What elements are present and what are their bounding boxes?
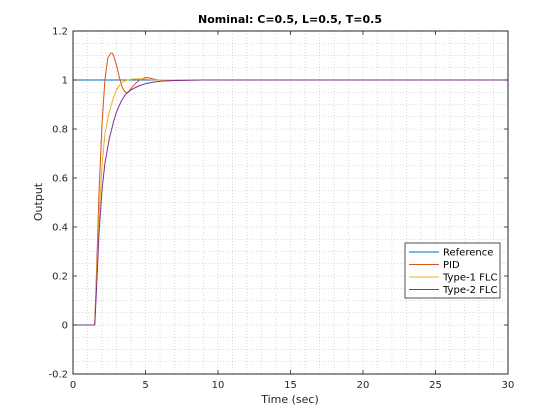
y-axis-label: Output: [32, 182, 45, 221]
legend-label: Type-2 FLC: [442, 285, 497, 296]
y-tick-label: 1.2: [52, 27, 68, 38]
x-tick-label: 30: [502, 380, 515, 391]
y-tick-label: 1: [62, 76, 68, 87]
grid: [73, 31, 508, 374]
chart-title: Nominal: C=0.5, L=0.5, T=0.5: [198, 13, 382, 26]
legend-label: Reference: [443, 248, 493, 259]
y-tick-label: 0.4: [52, 223, 68, 234]
legend-label: Type-1 FLC: [442, 273, 497, 284]
axis-ticks: 0 5 10 15 20 25 30-0.200.20.40.60.811.2: [48, 27, 514, 392]
x-tick-label: 0: [70, 380, 76, 391]
x-tick-label: 5: [142, 380, 148, 391]
x-tick-label: 25: [429, 380, 442, 391]
x-tick-label: 15: [284, 380, 297, 391]
x-tick-label: 20: [357, 380, 370, 391]
y-tick-label: 0.6: [52, 174, 68, 185]
x-axis-label: Time (sec): [260, 393, 319, 406]
y-tick-label: 0.2: [52, 272, 68, 283]
series-line-type-2-flc: [73, 79, 508, 326]
y-tick-label: 0: [62, 321, 68, 332]
series-group: [73, 52, 508, 326]
legend-label: PID: [443, 260, 460, 271]
y-tick-label: 0.8: [52, 125, 68, 136]
y-tick-label: -0.2: [48, 370, 68, 381]
x-tick-label: 10: [212, 380, 225, 391]
